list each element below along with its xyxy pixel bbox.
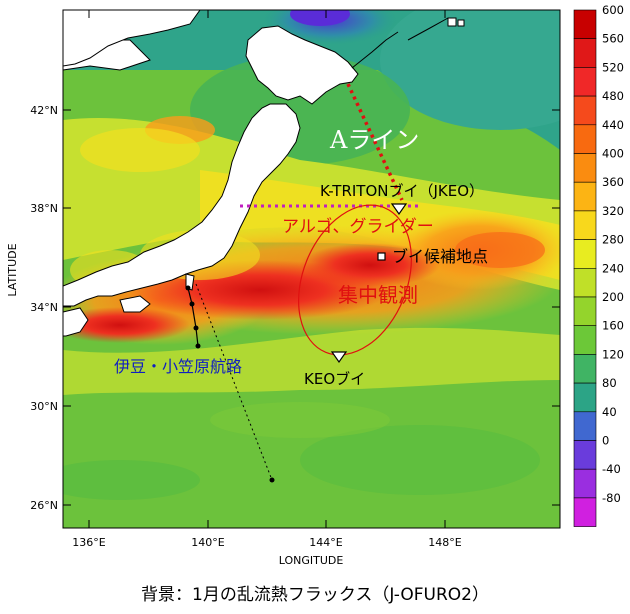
x-axis-label: LONGITUDE — [279, 554, 344, 567]
colorbar-swatch — [573, 38, 597, 68]
keo-buoy-marker — [330, 351, 348, 364]
lat-tick-34: 34°N — [30, 301, 58, 314]
colorbar-label: 360 — [602, 175, 624, 189]
k-triton-buoy-marker — [390, 203, 408, 216]
colorbar-label: 400 — [602, 147, 624, 161]
japan-land — [63, 10, 465, 337]
caption: 背景：1月の乱流熱フラックス（J-OFURO2） — [141, 585, 489, 605]
izu-route-stations — [187, 287, 199, 347]
intensive-observation-label: 集中観測 — [338, 283, 418, 307]
colorbar-label: 560 — [602, 32, 624, 46]
colorbar-label: 120 — [602, 347, 624, 361]
colorbar-label: -80 — [602, 491, 621, 505]
plot-frame — [62, 9, 561, 529]
station-marker — [185, 285, 191, 291]
lon-tick-148: 148°E — [428, 536, 461, 549]
colorbar-label: 40 — [602, 405, 617, 419]
colorbar-swatch — [573, 497, 597, 527]
intensive-observation-area — [298, 204, 412, 356]
colorbar-swatch — [573, 267, 597, 298]
colorbar-label: 320 — [602, 204, 624, 218]
colorbar-label: 160 — [602, 319, 624, 333]
k-triton-label: K-TRITONブイ（JKEO） — [320, 182, 484, 200]
buoy-candidate-label: ブイ候補地点 — [392, 247, 488, 266]
station-marker — [195, 343, 201, 349]
lon-tick-144: 144°E — [309, 536, 342, 549]
station-marker — [193, 325, 199, 331]
buoy-candidate-marker — [377, 252, 386, 261]
colorbar-swatch — [573, 210, 597, 240]
y-axis-label: LATITUDE — [6, 243, 19, 296]
colorbar-swatch — [573, 239, 597, 269]
colorbar-swatch — [573, 95, 597, 126]
station-marker — [189, 301, 195, 307]
colorbar-swatch — [573, 181, 597, 212]
colorbar-swatch — [573, 153, 597, 183]
colorbar-label: 240 — [602, 261, 624, 275]
colorbar-label: 80 — [602, 376, 617, 390]
colorbar-swatch — [573, 296, 597, 327]
colorbar-label: 480 — [602, 89, 624, 103]
a-line-label: Aライン — [329, 126, 419, 154]
colorbar-swatch — [573, 411, 597, 441]
colorbar-swatch — [573, 354, 597, 384]
colorbar: 6005605204804404003603202802402001601208… — [573, 3, 624, 527]
colorbar-label: 440 — [602, 118, 624, 132]
lat-tick-42: 42°N — [30, 104, 58, 117]
colorbar-swatch — [573, 382, 597, 413]
colorbar-label: 200 — [602, 290, 624, 304]
lon-tick-136: 136°E — [72, 536, 105, 549]
colorbar-label: 600 — [602, 3, 624, 17]
colorbar-swatch — [573, 440, 597, 470]
lat-tick-26: 26°N — [30, 499, 58, 512]
lat-tick-30: 30°N — [30, 400, 58, 413]
colorbar-swatch — [573, 124, 597, 154]
colorbar-label: 280 — [602, 233, 624, 247]
axis-ticks — [63, 10, 560, 528]
colorbar-label: 0 — [602, 434, 609, 448]
colorbar-label: 520 — [602, 60, 624, 74]
lat-tick-38: 38°N — [30, 202, 58, 215]
a-line — [346, 83, 404, 201]
colorbar-swatch — [573, 325, 597, 355]
station-marker — [269, 477, 275, 483]
izu-ogasawara-route — [195, 283, 273, 481]
colorbar-swatch — [573, 468, 597, 499]
lon-tick-140: 140°E — [191, 536, 224, 549]
izu-route-label: 伊豆・小笠原航路 — [114, 357, 242, 376]
colorbar-label: -40 — [602, 462, 621, 476]
colorbar-swatch — [573, 9, 597, 40]
keo-buoy-label: KEOブイ — [304, 370, 365, 388]
colorbar-swatch — [573, 67, 597, 97]
heat-flux-map: 136°E 140°E 144°E 148°E 42°N 38°N 34°N 3… — [6, 3, 624, 567]
argo-glider-label: アルゴ、グライダー — [282, 216, 434, 237]
